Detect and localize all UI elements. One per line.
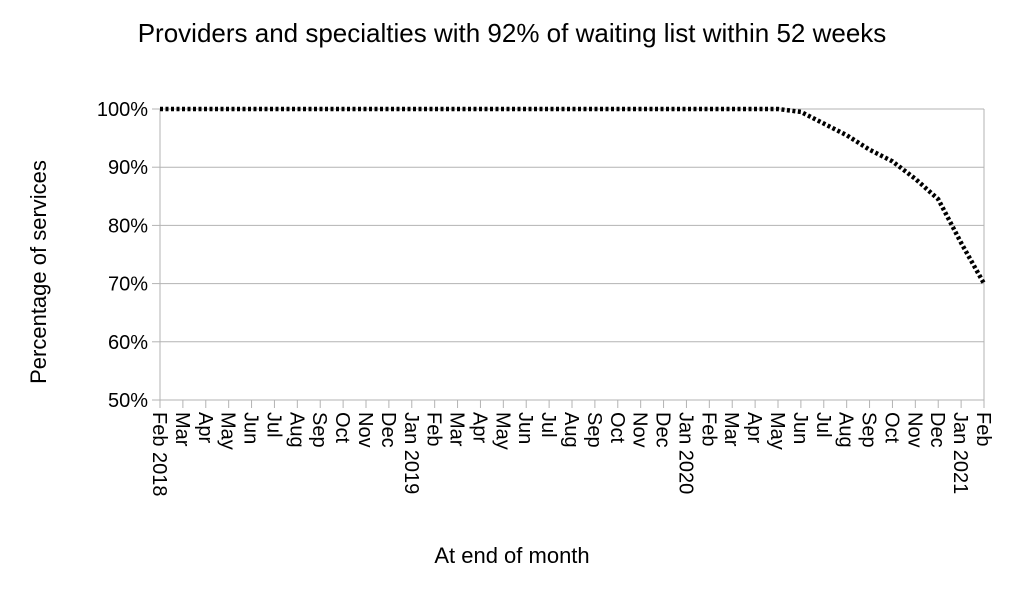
x-tick-label: Jun bbox=[789, 412, 811, 444]
x-tick-label: Jan 2020 bbox=[674, 412, 696, 494]
x-tick-label: Feb bbox=[697, 412, 719, 446]
x-tick-label: Dec bbox=[652, 412, 674, 448]
x-tick-label: Dec bbox=[377, 412, 399, 448]
x-tick-label: Oct bbox=[331, 412, 353, 444]
x-tick-label: Aug bbox=[560, 412, 582, 448]
x-tick-label: Feb 2018 bbox=[148, 412, 170, 497]
x-axis-title: At end of month bbox=[434, 543, 589, 568]
x-tick-label: May bbox=[766, 412, 788, 450]
y-tick-label: 50% bbox=[108, 390, 148, 412]
x-tick-label: Aug bbox=[835, 412, 857, 448]
x-tick-label: May bbox=[217, 412, 239, 450]
x-tick-label: Oct bbox=[606, 412, 628, 444]
y-tick-label: 70% bbox=[108, 274, 148, 296]
x-tick-label: Sep bbox=[308, 412, 330, 448]
x-tick-label: Jun bbox=[514, 412, 536, 444]
x-tick-label: Sep bbox=[858, 412, 880, 448]
y-tick-label: 90% bbox=[108, 157, 148, 179]
x-tick-label: Apr bbox=[743, 412, 765, 443]
x-tick-label: Sep bbox=[583, 412, 605, 448]
x-tick-label: Nov bbox=[903, 412, 925, 448]
x-tick-label: Mar bbox=[446, 412, 468, 447]
x-tick-label: Jan 2021 bbox=[949, 412, 971, 494]
x-tick-label: Nov bbox=[354, 412, 376, 448]
data-line bbox=[160, 106, 986, 285]
x-tick-label: Jul bbox=[262, 412, 284, 438]
x-tick-label: Jul bbox=[537, 412, 559, 438]
x-tick-label: Nov bbox=[629, 412, 651, 448]
x-tick-label: Feb bbox=[423, 412, 445, 446]
y-tick-label: 80% bbox=[108, 215, 148, 237]
x-tick-label: Jun bbox=[240, 412, 262, 444]
x-tick-label: Mar bbox=[171, 412, 193, 447]
x-tick-label: Aug bbox=[285, 412, 307, 448]
x-tick-label: Dec bbox=[926, 412, 948, 448]
x-tick-label: Feb bbox=[972, 412, 994, 446]
y-axis-title: Percentage of services bbox=[26, 160, 51, 384]
y-tick-label: 100% bbox=[97, 99, 148, 121]
chart-title: Providers and specialties with 92% of wa… bbox=[138, 18, 887, 48]
x-tick-label: Oct bbox=[880, 412, 902, 444]
y-tick-label: 60% bbox=[108, 332, 148, 354]
x-tick-label: Apr bbox=[468, 412, 490, 443]
x-tick-label: May bbox=[491, 412, 513, 450]
x-tick-label: Apr bbox=[194, 412, 216, 443]
x-tick-label: Jul bbox=[812, 412, 834, 438]
x-tick-label: Mar bbox=[720, 412, 742, 447]
x-tick-label: Jan 2019 bbox=[400, 412, 422, 494]
